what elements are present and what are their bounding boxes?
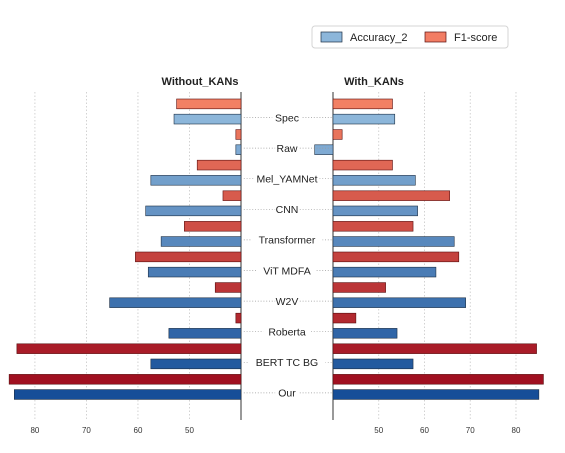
bar-f1-0-5 <box>135 251 242 263</box>
bar-f1-0-3 <box>222 190 242 201</box>
category-label: ViT MDFA <box>263 265 310 277</box>
bar-f1-0-1 <box>235 129 242 140</box>
bar-accuracy-0-0 <box>173 113 242 125</box>
bar-f1-1-4 <box>332 221 414 232</box>
category-label-backdrop <box>251 232 323 246</box>
category-label-backdrop <box>275 202 299 216</box>
bar-accuracy-0-2 <box>150 175 242 186</box>
bar-f1-0-9 <box>8 374 242 385</box>
category-label: BERT TC BG <box>256 357 318 369</box>
bar-f1-1-0 <box>332 98 393 110</box>
panel-1-tick-label: 80 <box>512 426 521 435</box>
bar-accuracy-1-7 <box>332 328 398 339</box>
legend-label-f1: F1-score <box>454 32 497 44</box>
bar-accuracy-0-9 <box>14 389 242 400</box>
bar-accuracy-1-4 <box>332 236 455 247</box>
bar-accuracy-0-7 <box>168 328 242 339</box>
bar-f1-1-3 <box>332 190 450 201</box>
bar-f1-0-2 <box>196 159 242 171</box>
legend-box <box>311 25 509 49</box>
bar-f1-0-8 <box>16 343 242 354</box>
category-label: CNN <box>276 204 299 216</box>
bar-accuracy-0-4 <box>160 236 242 247</box>
category-label: Roberta <box>268 327 306 339</box>
panel-title: Without_KANs <box>162 76 239 88</box>
panel-1-tick-label: 70 <box>466 426 475 435</box>
bar-f1-0-4 <box>184 221 242 232</box>
bar-f1-0-0 <box>176 98 242 110</box>
bar-accuracy-1-8 <box>332 358 414 370</box>
bar-f1-1-1 <box>332 129 343 140</box>
bar-f1-1-8 <box>332 343 537 354</box>
bar-accuracy-0-3 <box>145 205 242 217</box>
category-label-backdrop <box>254 171 320 185</box>
legend-swatch-accuracy <box>320 31 343 43</box>
bar-accuracy-1-5 <box>332 266 437 278</box>
category-label: Mel_YAMNet <box>256 174 317 186</box>
panel-1-tick-label: 60 <box>420 426 429 435</box>
panel-0-tick-label: 80 <box>30 426 39 435</box>
category-label-backdrop <box>272 110 302 124</box>
bar-accuracy-1-0 <box>332 113 396 125</box>
category-label-backdrop <box>275 294 299 308</box>
bar-f1-1-9 <box>332 374 544 385</box>
bar-accuracy-1-9 <box>332 389 540 400</box>
bar-accuracy-1-3 <box>332 205 418 217</box>
panel-0-tick-label: 50 <box>185 426 194 435</box>
category-label-backdrop <box>275 385 299 399</box>
bar-f1-1-5 <box>332 251 460 263</box>
category-label: Transformer <box>259 235 316 247</box>
bar-accuracy-1-1 <box>314 144 334 155</box>
bar-accuracy-0-6 <box>109 297 242 308</box>
bar-accuracy-0-1 <box>235 144 242 155</box>
panel-0-tick-label: 70 <box>82 426 91 435</box>
category-label-backdrop <box>263 324 311 338</box>
bar-f1-1-2 <box>332 159 393 171</box>
category-label-backdrop <box>257 263 317 277</box>
bar-f1-0-6 <box>214 282 242 293</box>
panel-title: With_KANs <box>344 76 404 88</box>
bar-f1-1-7 <box>332 312 357 324</box>
category-label: Our <box>278 388 296 400</box>
category-label-backdrop <box>275 141 299 155</box>
bar-accuracy-0-5 <box>147 266 242 278</box>
bar-f1-0-7 <box>235 312 242 324</box>
category-label: Spec <box>275 112 299 124</box>
category-label: W2V <box>276 296 299 308</box>
category-label-backdrop <box>248 355 326 369</box>
bar-accuracy-1-6 <box>332 297 466 308</box>
panel-0-tick-label: 60 <box>134 426 143 435</box>
bar-accuracy-1-2 <box>332 175 416 186</box>
bar-f1-1-6 <box>332 282 386 293</box>
panel-1-tick-label: 50 <box>374 426 383 435</box>
category-label: Raw <box>276 143 297 155</box>
legend-swatch-f1 <box>424 31 447 43</box>
bar-accuracy-0-8 <box>150 358 242 370</box>
legend-label-accuracy: Accuracy_2 <box>350 32 407 44</box>
